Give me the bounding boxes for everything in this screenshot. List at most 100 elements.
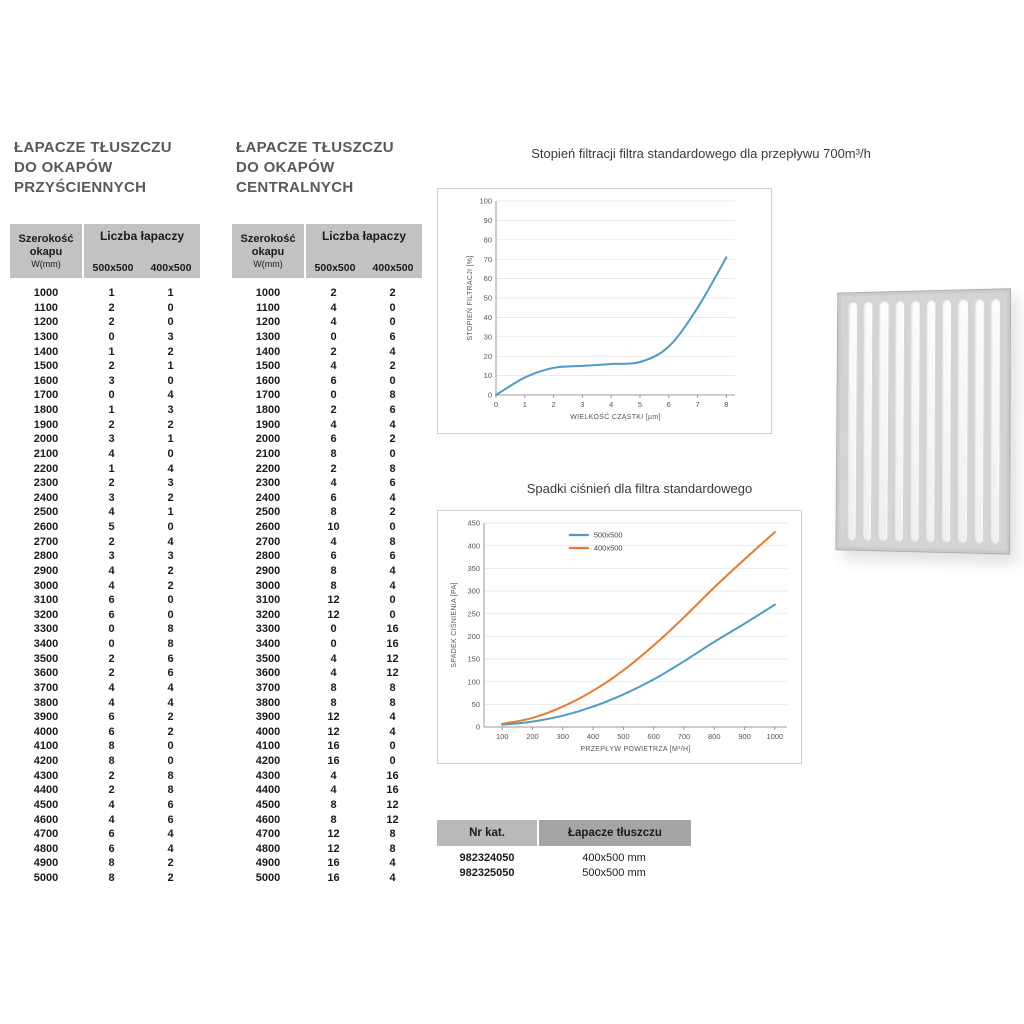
hood-width-cell: 2300 [255,477,281,490]
table-row: 1600 6 0 [232,374,422,389]
pressure-chart: 0 50 100 150 200 250 300 350 400 450 100 200 300 400 5… [437,510,802,764]
table-row: 4600 4 6 [10,813,200,828]
table-row: 4000 6 2 [10,725,200,740]
hood-width-cell: 3700 [33,681,59,694]
hood-width-cell: 3000 [255,579,281,592]
title-line: PRZYŚCIENNYCH [14,179,147,196]
filter-count-cell: 6 [108,828,115,841]
filter-count-cell: 2 [108,418,115,431]
filter-count-cell: 0 [167,594,174,607]
hood-width-cell: 2200 [33,462,59,475]
filter-count-cell: 2 [389,287,396,299]
hood-width-cell: 2300 [33,477,59,490]
pressure-chart-svg: 0 50 100 150 200 250 300 350 400 450 100 200 300 400 5… [449,519,787,753]
svg-text:450: 450 [467,519,480,528]
width-column-header: Szerokość okapu W(mm) [10,224,82,278]
table-row: 3400 0 16 [232,637,422,652]
svg-text:500: 500 [617,732,630,741]
filter-count-cell: 0 [167,447,174,460]
hood-width-cell: 2100 [33,447,59,460]
svg-text:30: 30 [484,332,492,341]
hood-width-cell: 3100 [255,594,281,607]
baffle-filter-image [835,288,1011,555]
header-text: Szerokość [240,232,296,245]
filter-count-cell: 16 [386,784,399,797]
svg-text:WIELKOŚĆ CZĄSTKI [µm]: WIELKOŚĆ CZĄSTKI [µm] [570,412,660,421]
hood-width-cell: 4500 [255,798,281,811]
filter-count-cell: 4 [389,491,396,504]
filter-count-cell: 16 [386,769,399,782]
central-table-title: ŁAPACZE TŁUSZCZU DO OKAPÓW CENTRALNYCH [236,138,394,198]
filter-count-cell: 5 [108,521,115,533]
filter-count-cell: 2 [167,711,174,724]
hood-width-cell: 3300 [255,623,281,636]
svg-text:0: 0 [488,391,492,400]
filter-slat [877,301,889,542]
hood-width-cell: 4800 [33,842,59,855]
filter-count-cell: 4 [167,842,174,855]
filter-count-cell: 4 [108,798,115,811]
filter-count-cell: 3 [167,404,174,416]
svg-text:400x500: 400x500 [594,544,623,553]
filter-count-cell: 2 [167,872,174,884]
filter-count-cell: 12 [327,842,340,855]
catalog-number: 982325050 [459,867,515,879]
table-row: 4700 6 4 [10,827,200,842]
hood-width-cell: 4700 [33,828,59,841]
table-row: 3900 12 4 [232,710,422,725]
title-line: DO OKAPÓW [236,159,335,176]
table-row: 3200 6 0 [10,608,200,623]
filter-count-cell: 8 [108,740,115,753]
table-row: 1200 4 0 [232,315,422,330]
filter-count-cell: 4 [330,301,337,314]
table-row: 3700 4 4 [10,681,200,696]
hood-width-cell: 2700 [255,535,281,548]
filter-count-cell: 2 [330,345,337,358]
svg-text:800: 800 [708,732,721,741]
filter-count-cell: 0 [167,521,174,533]
filter-count-cell: 1 [167,287,174,299]
table-row: 2800 6 6 [232,549,422,564]
filter-count-cell: 4 [108,447,115,460]
hood-width-cell: 4400 [255,784,281,797]
filter-count-cell: 16 [327,857,340,870]
filter-count-cell: 0 [167,316,174,329]
filter-slat [861,301,873,542]
filter-count-cell: 2 [108,667,115,680]
table-row: 3400 0 8 [10,637,200,652]
filter-count-cell: 6 [389,330,396,343]
svg-text:500x500: 500x500 [594,531,623,540]
table-row: 2700 2 4 [10,535,200,550]
table-row: 4900 8 2 [10,856,200,871]
filter-count-cell: 0 [389,740,396,753]
table-row: 4000 12 4 [232,725,422,740]
svg-text:400: 400 [467,541,480,550]
svg-text:1000: 1000 [767,732,784,741]
filter-count-cell: 4 [108,813,115,826]
filter-count-cell: 3 [108,491,115,504]
header-text: Liczba łapaczy [321,229,407,243]
svg-text:200: 200 [526,732,539,741]
table-row: 4500 4 6 [10,798,200,813]
svg-text:100: 100 [496,732,509,741]
filter-count-cell: 4 [389,345,396,358]
filter-count-cell: 3 [108,374,115,387]
filter-count-cell: 8 [330,696,337,709]
hood-width-cell: 3200 [33,608,59,621]
sub-col-label: 500x500 [92,262,134,274]
filter-count-cell: 6 [330,374,337,387]
filter-count-cell: 1 [108,345,115,358]
filter-count-cell: 1 [108,404,115,416]
hood-width-cell: 2500 [255,506,281,519]
catalog-row: 982325050 500x500 mm [437,866,691,881]
filter-count-cell: 0 [389,447,396,460]
table-row: 3700 8 8 [232,681,422,696]
filter-count-cell: 12 [327,711,340,724]
filter-count-cell: 4 [108,506,115,519]
sub-columns: 500x500 400x500 [306,262,422,274]
hood-width-cell: 1300 [33,330,59,343]
svg-text:150: 150 [467,655,480,664]
table-row: 1500 4 2 [232,359,422,374]
filter-count-cell: 8 [389,696,396,709]
hood-width-cell: 1400 [33,345,59,358]
